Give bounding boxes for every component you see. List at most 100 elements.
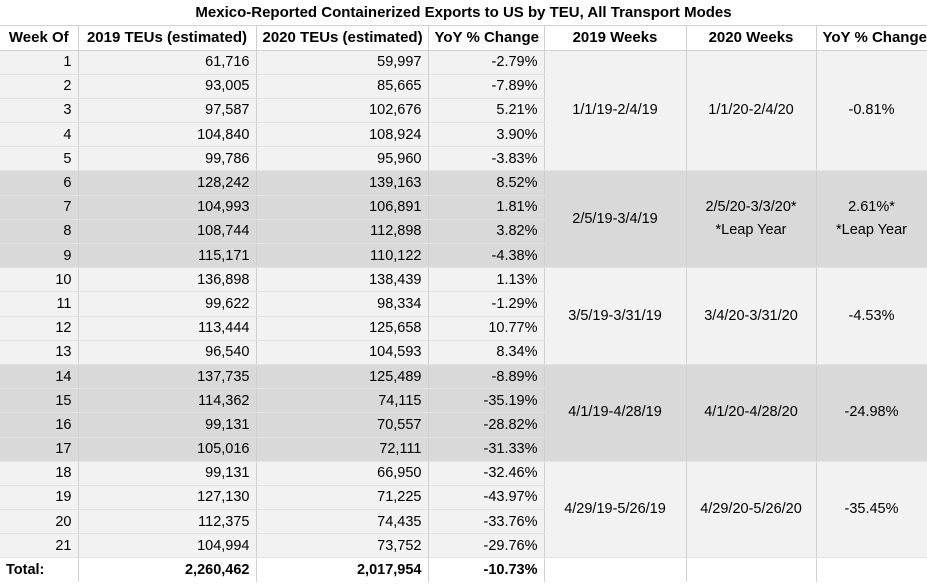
total-label: Total: xyxy=(0,557,79,582)
yoy-change-cell: 3.90% xyxy=(428,122,545,148)
teu-2019-cell: 128,242 xyxy=(78,170,257,196)
table-row: 18 99,131 66,950 -32.46% 4/29/19-5/26/19 4/29… xyxy=(0,460,927,559)
teu-2019-cell: 99,131 xyxy=(78,460,257,486)
group-yoy-line: -4.53% xyxy=(848,307,895,324)
table-row: 6 128,242 139,163 8.52% 2/5/19-3/4/19 2/5/20-… xyxy=(0,170,927,269)
group-yoy-line: -35.45% xyxy=(844,501,899,518)
week-cell: 19 xyxy=(0,485,79,511)
teu-2019-cell: 93,005 xyxy=(78,74,257,99)
group-yoy-line: 2.61%* xyxy=(848,199,895,216)
group-2020-weeks: 3/4/20-3/31/20 xyxy=(686,267,817,365)
group-yoy-note: *Leap Year xyxy=(836,222,907,239)
table-row: 20 112,375 74,435 -33.76% xyxy=(0,509,927,535)
teu-2019-cell: 99,786 xyxy=(78,146,257,172)
group-2019-weeks: 2/5/19-3/4/19 xyxy=(544,170,687,269)
teu-2020-cell: 71,225 xyxy=(256,485,429,511)
week-cell: 10 xyxy=(0,267,79,293)
yoy-change-cell: 8.52% xyxy=(428,170,545,196)
week-cell: 3 xyxy=(0,98,79,124)
teu-2019-cell: 127,130 xyxy=(78,485,257,511)
group-2020-weeks-note: *Leap Year xyxy=(715,222,787,239)
week-cell: 13 xyxy=(0,340,79,365)
table-row: 3 97,587 102,676 5.21% xyxy=(0,98,927,124)
teu-2019-cell: 99,622 xyxy=(78,291,257,317)
group-2020-weeks-line: 3/4/20-3/31/20 xyxy=(704,307,798,324)
header-2020-teus: 2020 TEUs (estimated) xyxy=(256,25,429,51)
yoy-change-cell: 1.13% xyxy=(428,267,545,293)
group-2020-weeks: 1/1/20-2/4/20 xyxy=(686,50,817,172)
teu-2020-cell: 73,752 xyxy=(256,533,429,559)
teu-2019-cell: 104,994 xyxy=(78,533,257,559)
week-cell: 7 xyxy=(0,195,79,220)
group-2020-weeks-line: 1/1/20-2/4/20 xyxy=(708,101,794,118)
teu-2020-cell: 125,489 xyxy=(256,363,429,390)
teu-2019-cell: 137,735 xyxy=(78,363,257,390)
total-2019-teus: 2,260,462 xyxy=(78,557,257,582)
teu-2020-cell: 95,960 xyxy=(256,146,429,172)
total-empty-cell xyxy=(544,557,687,582)
yoy-change-cell: 10.77% xyxy=(428,316,545,341)
teu-2020-cell: 104,593 xyxy=(256,340,429,365)
table-row: 2 93,005 85,665 -7.89% xyxy=(0,74,927,99)
yoy-change-cell: -35.19% xyxy=(428,388,545,414)
teu-2020-cell: 59,997 xyxy=(256,50,429,75)
teu-2020-cell: 72,111 xyxy=(256,437,429,462)
table-row: 21 104,994 73,752 -29.76% xyxy=(0,533,927,559)
header-2019-teus: 2019 TEUs (estimated) xyxy=(78,25,257,51)
total-2020-teus: 2,017,954 xyxy=(256,557,429,582)
week-cell: 4 xyxy=(0,122,79,148)
teu-2019-cell: 112,375 xyxy=(78,509,257,535)
yoy-change-cell: -8.89% xyxy=(428,363,545,390)
teu-2020-cell: 85,665 xyxy=(256,74,429,99)
table-row: 17 105,016 72,111 -31.33% xyxy=(0,437,927,462)
table-row: 8 108,744 112,898 3.82% xyxy=(0,219,927,245)
table-row: 4 104,840 108,924 3.90% xyxy=(0,122,927,148)
group-yoy-change: -0.81% xyxy=(816,50,927,172)
yoy-change-cell: -2.79% xyxy=(428,50,545,75)
teu-2020-cell: 138,439 xyxy=(256,267,429,293)
week-cell: 5 xyxy=(0,146,79,172)
week-cell: 17 xyxy=(0,437,79,462)
week-cell: 1 xyxy=(0,50,79,75)
total-yoy-change: -10.73% xyxy=(428,557,545,582)
teu-2019-cell: 115,171 xyxy=(78,243,257,269)
table-row: 15 114,362 74,115 -35.19% xyxy=(0,388,927,414)
week-cell: 9 xyxy=(0,243,79,269)
yoy-change-cell: -31.33% xyxy=(428,437,545,462)
table-row: 13 96,540 104,593 8.34% xyxy=(0,340,927,365)
teu-2020-cell: 106,891 xyxy=(256,195,429,220)
yoy-change-cell: 8.34% xyxy=(428,340,545,365)
header-2019-weeks: 2019 Weeks xyxy=(544,25,687,51)
teu-2020-cell: 139,163 xyxy=(256,170,429,196)
group-2020-weeks-line: 2/5/20-3/3/20* xyxy=(705,199,797,216)
yoy-change-cell: -1.29% xyxy=(428,291,545,317)
yoy-change-cell: -28.82% xyxy=(428,412,545,438)
week-cell: 11 xyxy=(0,291,79,317)
teu-2019-cell: 114,362 xyxy=(78,388,257,414)
header-yoy-change: YoY % Change xyxy=(428,25,545,51)
table-row: 9 115,171 110,122 -4.38% xyxy=(0,243,927,269)
week-cell: 18 xyxy=(0,460,79,486)
teu-2020-cell: 125,658 xyxy=(256,316,429,341)
week-cell: 21 xyxy=(0,533,79,559)
teu-2019-cell: 136,898 xyxy=(78,267,257,293)
week-cell: 6 xyxy=(0,170,79,196)
teu-2019-cell: 113,444 xyxy=(78,316,257,341)
teu-2020-cell: 74,435 xyxy=(256,509,429,535)
yoy-change-cell: -3.83% xyxy=(428,146,545,172)
teu-2019-cell: 99,131 xyxy=(78,412,257,438)
yoy-change-cell: -29.76% xyxy=(428,533,545,559)
header-week-of: Week Of xyxy=(0,25,79,51)
yoy-change-cell: -33.76% xyxy=(428,509,545,535)
yoy-change-cell: -32.46% xyxy=(428,460,545,486)
group-2019-weeks: 4/1/19-4/28/19 xyxy=(544,363,687,462)
teu-2020-cell: 112,898 xyxy=(256,219,429,245)
teu-2019-cell: 97,587 xyxy=(78,98,257,124)
teu-2020-cell: 110,122 xyxy=(256,243,429,269)
group-yoy-change: -35.45% xyxy=(816,460,927,559)
teu-2019-cell: 104,840 xyxy=(78,122,257,148)
yoy-change-cell: -43.97% xyxy=(428,485,545,511)
week-cell: 15 xyxy=(0,388,79,414)
teu-2020-cell: 102,676 xyxy=(256,98,429,124)
week-cell: 14 xyxy=(0,363,79,390)
